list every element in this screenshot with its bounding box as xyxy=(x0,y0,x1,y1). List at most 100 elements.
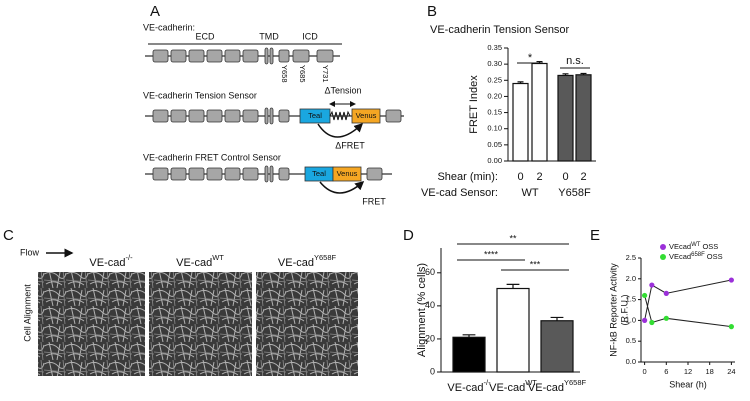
label-text: VE-cad xyxy=(528,382,564,394)
y-tick-label: 1.0 xyxy=(626,315,636,324)
sig-label: n.s. xyxy=(566,55,584,67)
x-axis-label: Shear (h) xyxy=(669,379,707,389)
y-tick-label: 1.5 xyxy=(626,295,636,304)
micrograph xyxy=(38,272,145,376)
sig-label: *** xyxy=(530,259,541,269)
error-bar xyxy=(562,73,569,76)
x-tick-label: 24 xyxy=(727,367,735,376)
y-axis-label: NF-kB Reporter Activity xyxy=(608,263,618,357)
y-tick-label: 0.35 xyxy=(487,43,502,52)
series-line xyxy=(644,295,732,328)
panel-letter: B xyxy=(427,3,437,20)
point xyxy=(663,290,669,296)
x-tick-label: 2 xyxy=(580,171,586,183)
label-text: VE-cad xyxy=(278,257,314,269)
bar xyxy=(531,62,548,162)
y-tick-label: 0.05 xyxy=(487,140,502,149)
y-tick-label: 0.10 xyxy=(487,124,502,133)
bar xyxy=(575,74,592,162)
y-tick-label: 2.0 xyxy=(626,274,636,283)
y-tick-label: 0.30 xyxy=(487,59,502,68)
group-label: WT xyxy=(521,187,538,199)
domain-box xyxy=(224,109,241,123)
domain-box xyxy=(242,49,259,63)
x-tick-label: 2 xyxy=(536,171,542,183)
sensor-title: VE-cadherin Tension Sensor xyxy=(143,90,257,100)
domain-diagram: VE-cadherin: ECD TMD ICD Y658 Y685 Y731 … xyxy=(143,22,404,206)
error-bar xyxy=(462,334,476,338)
fret-arrow xyxy=(317,122,364,138)
residue-label: Y658 xyxy=(280,65,289,83)
acceptor-label: Venus xyxy=(337,169,358,178)
column-label: VE-cadY658F xyxy=(278,253,337,269)
point xyxy=(649,319,655,326)
label-text: VE-cad xyxy=(89,257,125,269)
y-tick-label: 20 xyxy=(425,333,435,343)
y-tick-label: 40 xyxy=(425,300,435,310)
panel-letter: E xyxy=(590,227,600,244)
row-label: Cell Alignment xyxy=(22,284,32,342)
column-label: VE-cad-/- xyxy=(89,253,133,269)
y-axis-label: (R.F.U.) xyxy=(619,295,629,326)
domain-label: ECD xyxy=(195,31,215,41)
domain-box xyxy=(264,47,269,65)
x-tick-label: 6 xyxy=(664,367,668,376)
point xyxy=(728,324,734,330)
y-tick-label: 2.5 xyxy=(626,253,636,262)
fret-arrow xyxy=(319,181,365,194)
series-line xyxy=(644,279,732,321)
panel-letter: D xyxy=(403,227,414,244)
residue-label: Y731 xyxy=(321,65,330,83)
flow-label: Flow xyxy=(20,247,40,257)
donor-label: Teal xyxy=(312,169,326,178)
chart-title: VE-cadherin Tension Sensor xyxy=(430,24,570,36)
domain-box xyxy=(242,109,259,123)
y-tick-label: 0.00 xyxy=(487,156,502,165)
domain-box xyxy=(264,165,269,183)
domain-label: TMD xyxy=(259,31,279,41)
label-sup: -/- xyxy=(125,253,133,262)
legend-marker xyxy=(660,254,666,260)
point xyxy=(728,277,734,283)
x-tick-label: VE-cad-/- xyxy=(447,378,491,394)
venus-box xyxy=(332,166,362,182)
sig-label: ** xyxy=(509,233,517,243)
domain-box xyxy=(170,109,187,123)
domain-box xyxy=(278,109,290,123)
domain-box xyxy=(269,107,274,125)
micrograph xyxy=(149,272,252,376)
y-tick-label: 0.20 xyxy=(487,91,502,100)
point xyxy=(663,315,669,321)
legend-name: VEcad xyxy=(669,242,691,251)
fret-label: ΔFRET xyxy=(335,140,365,150)
y-tick-label: 0.0 xyxy=(626,357,636,366)
domain-box xyxy=(366,167,383,181)
label-sup: WT xyxy=(212,253,224,262)
legend-suffix: OSS xyxy=(707,252,723,261)
y-tick-label: 0.15 xyxy=(487,108,502,117)
domain-box xyxy=(206,167,223,181)
sig-label: **** xyxy=(484,249,499,259)
domain-box xyxy=(170,167,187,181)
error-bar xyxy=(506,283,520,289)
x-tick-label: 12 xyxy=(684,367,692,376)
acceptor-label: Venus xyxy=(356,111,377,120)
panel-letter: C xyxy=(3,227,14,244)
domain-box xyxy=(188,109,205,123)
micrograph xyxy=(256,272,358,376)
y-tick-label: 0 xyxy=(430,366,435,376)
label-sup: Y658F xyxy=(314,253,337,262)
domain-box xyxy=(278,49,290,63)
label-sup: WT xyxy=(525,378,537,387)
domain-box xyxy=(170,49,187,63)
y-axis-label: Alignment (% cells) xyxy=(416,263,428,357)
legend-entry: VEcadWT OSS xyxy=(669,242,718,251)
venus-box xyxy=(351,108,381,124)
legend-sup: 658F xyxy=(691,252,705,258)
domain-box xyxy=(278,167,290,181)
residue-label: Y685 xyxy=(298,65,307,83)
bar xyxy=(496,287,530,373)
domain-box xyxy=(269,165,274,183)
label-text: VE-cad xyxy=(489,382,525,394)
